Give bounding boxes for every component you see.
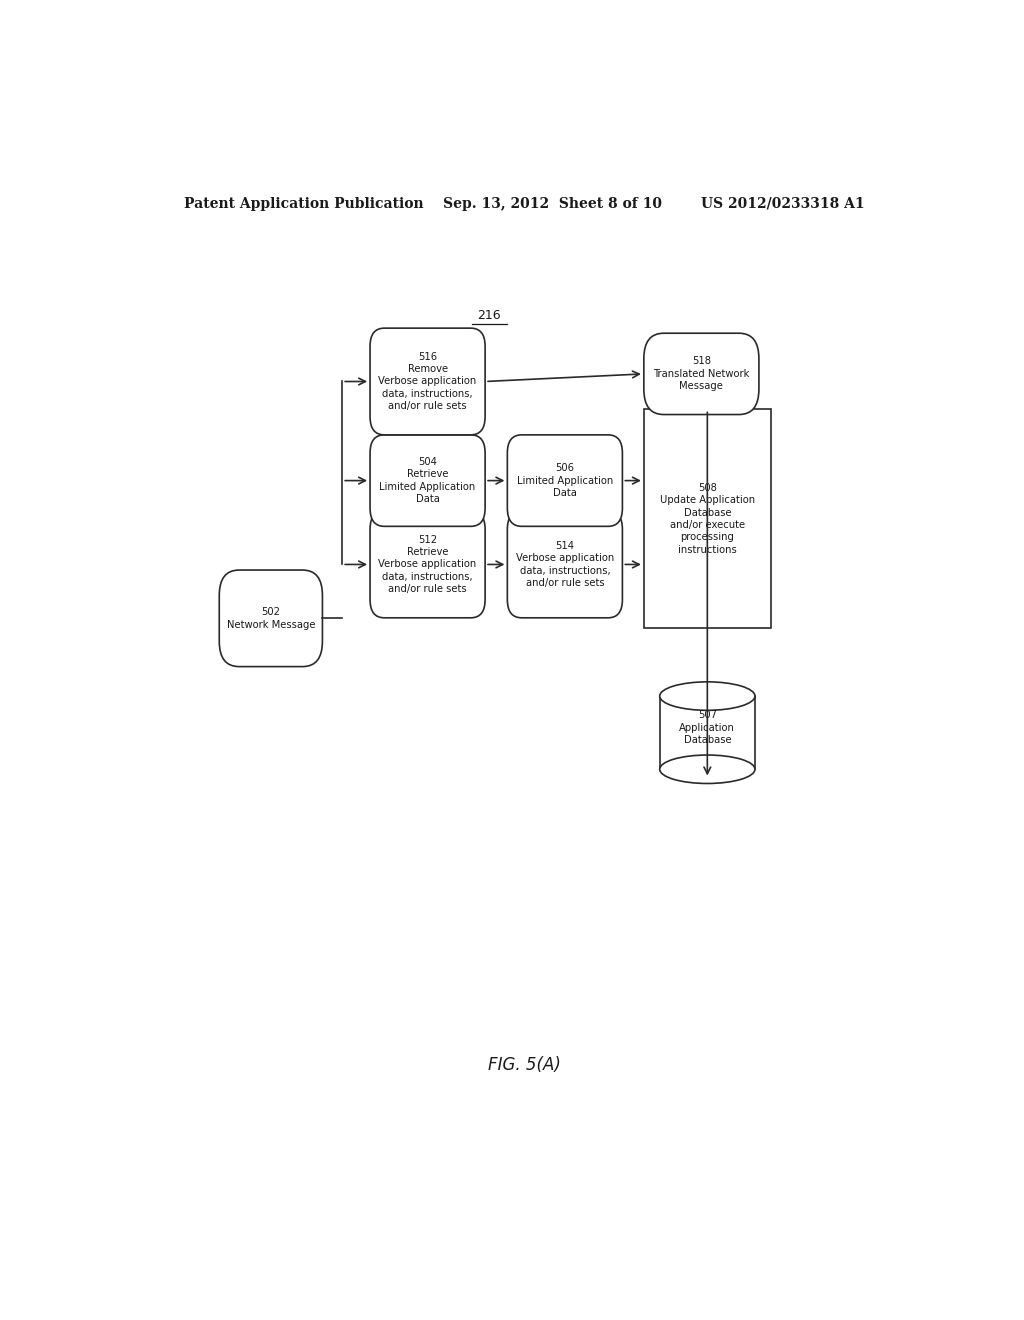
Text: 516
Remove
Verbose application
data, instructions,
and/or rule sets: 516 Remove Verbose application data, ins…	[379, 351, 477, 412]
Text: 507
Application
Database: 507 Application Database	[679, 710, 735, 744]
Text: FIG. 5(A): FIG. 5(A)	[488, 1056, 561, 1074]
Text: 514
Verbose application
data, instructions,
and/or rule sets: 514 Verbose application data, instructio…	[516, 541, 614, 587]
Text: 504
Retrieve
Limited Application
Data: 504 Retrieve Limited Application Data	[380, 457, 476, 504]
Text: 506
Limited Application
Data: 506 Limited Application Data	[517, 463, 613, 498]
Bar	[659, 696, 755, 770]
Text: 512
Retrieve
Verbose application
data, instructions,
and/or rule sets: 512 Retrieve Verbose application data, i…	[379, 535, 477, 594]
FancyBboxPatch shape	[507, 434, 623, 527]
FancyBboxPatch shape	[644, 333, 759, 414]
Text: 518
Translated Network
Message: 518 Translated Network Message	[653, 356, 750, 391]
Text: 508
Update Application
Database
and/or execute
processing
instructions: 508 Update Application Database and/or e…	[659, 483, 755, 554]
Text: Patent Application Publication    Sep. 13, 2012  Sheet 8 of 10        US 2012/02: Patent Application Publication Sep. 13, …	[184, 197, 865, 211]
FancyBboxPatch shape	[370, 511, 485, 618]
FancyBboxPatch shape	[507, 511, 623, 618]
Text: 502
Network Message: 502 Network Message	[226, 607, 315, 630]
FancyBboxPatch shape	[370, 329, 485, 434]
FancyBboxPatch shape	[219, 570, 323, 667]
Text: 216: 216	[477, 309, 501, 322]
Bar	[644, 409, 771, 628]
FancyBboxPatch shape	[370, 434, 485, 527]
Ellipse shape	[659, 682, 755, 710]
Ellipse shape	[659, 755, 755, 784]
